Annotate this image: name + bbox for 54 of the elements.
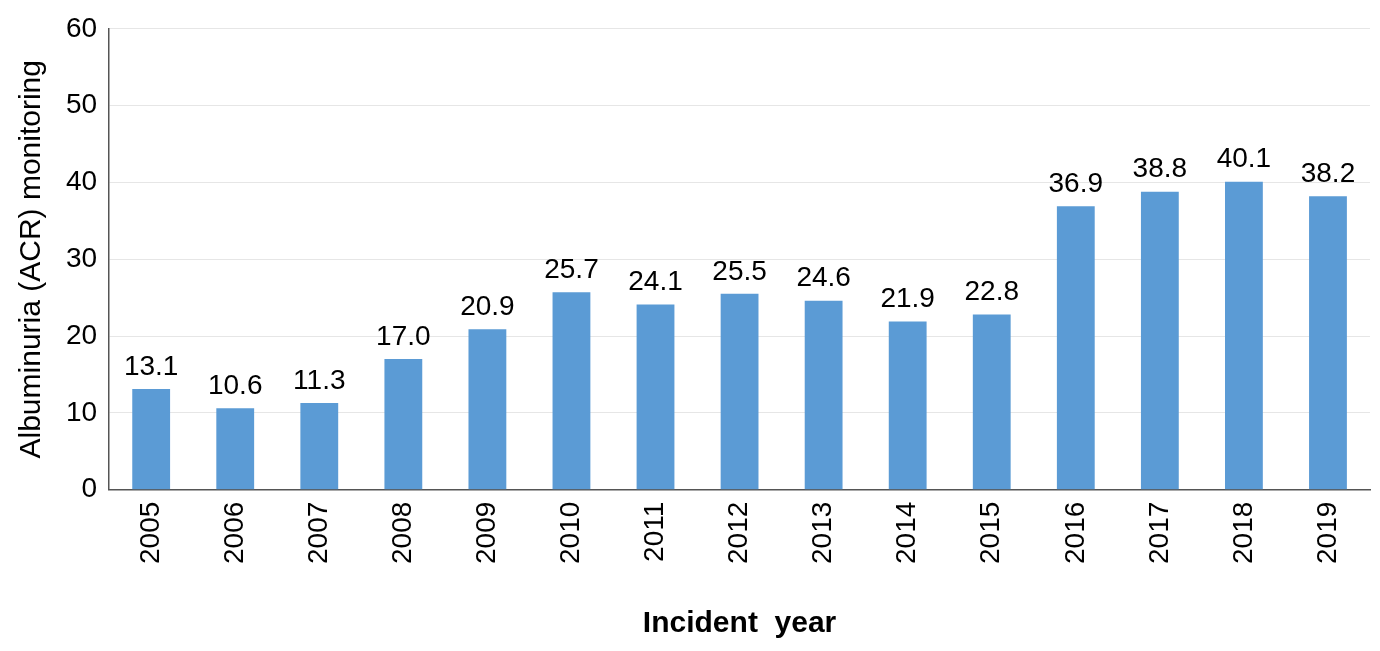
bar [804,300,843,490]
data-label: 11.3 [293,363,346,395]
data-label: 24.6 [796,261,851,293]
bar [636,304,675,490]
bar [888,321,927,490]
data-label: 13.1 [123,349,179,381]
bar [468,329,507,490]
data-label: 25.5 [712,254,767,286]
data-label: 17.0 [376,319,431,351]
x-tick-label: 2014 [890,501,922,565]
x-tick-label: 2006 [217,501,249,565]
bar [552,292,591,490]
y-tick-label: 20 [65,318,98,350]
bar [384,359,423,490]
data-label: 24.1 [628,265,683,297]
bar [972,314,1011,490]
bar [1056,206,1095,490]
bar [300,402,339,490]
data-label: 21.9 [880,282,935,314]
data-label: 22.8 [964,275,1019,307]
bar [132,389,171,490]
x-tick-label: 2017 [1142,501,1174,565]
x-tick-label: 2010 [554,501,586,565]
y-tick-label: 40 [65,165,98,197]
data-label: 10.6 [207,369,263,400]
y-tick-label: 60 [65,11,98,43]
y-axis-title: Albuminuria (ACR) monitoring [13,60,47,459]
x-tick-label: 2016 [1058,501,1090,565]
bar [1140,191,1179,490]
x-tick-label: 2008 [386,501,418,565]
data-label: 25.7 [544,253,599,285]
y-tick-label: 0 [81,472,98,504]
data-label: 38.2 [1300,156,1356,188]
bar [1309,196,1347,490]
x-tick-label: 2018 [1226,501,1258,565]
x-axis-title: Incident year [642,605,837,639]
y-tick-label: 50 [65,88,98,120]
data-label: 38.8 [1132,152,1188,184]
x-tick-label: 2019 [1310,501,1342,565]
data-label: 40.1 [1216,142,1272,174]
x-tick-label: 2007 [302,501,334,565]
bar [1225,181,1263,490]
x-tick-label: 2005 [133,501,165,565]
data-label: 36.9 [1048,166,1104,198]
bar [216,408,255,490]
bar [720,293,759,490]
y-tick-label: 10 [65,395,98,427]
y-tick-label: 30 [65,241,98,273]
x-tick-label: 2013 [806,501,838,565]
x-tick-label: 2011 [638,501,670,562]
x-tick-label: 2015 [974,501,1006,565]
x-tick-label: 2009 [470,501,502,565]
data-label: 20.9 [460,289,515,321]
x-tick-label: 2012 [722,501,754,565]
